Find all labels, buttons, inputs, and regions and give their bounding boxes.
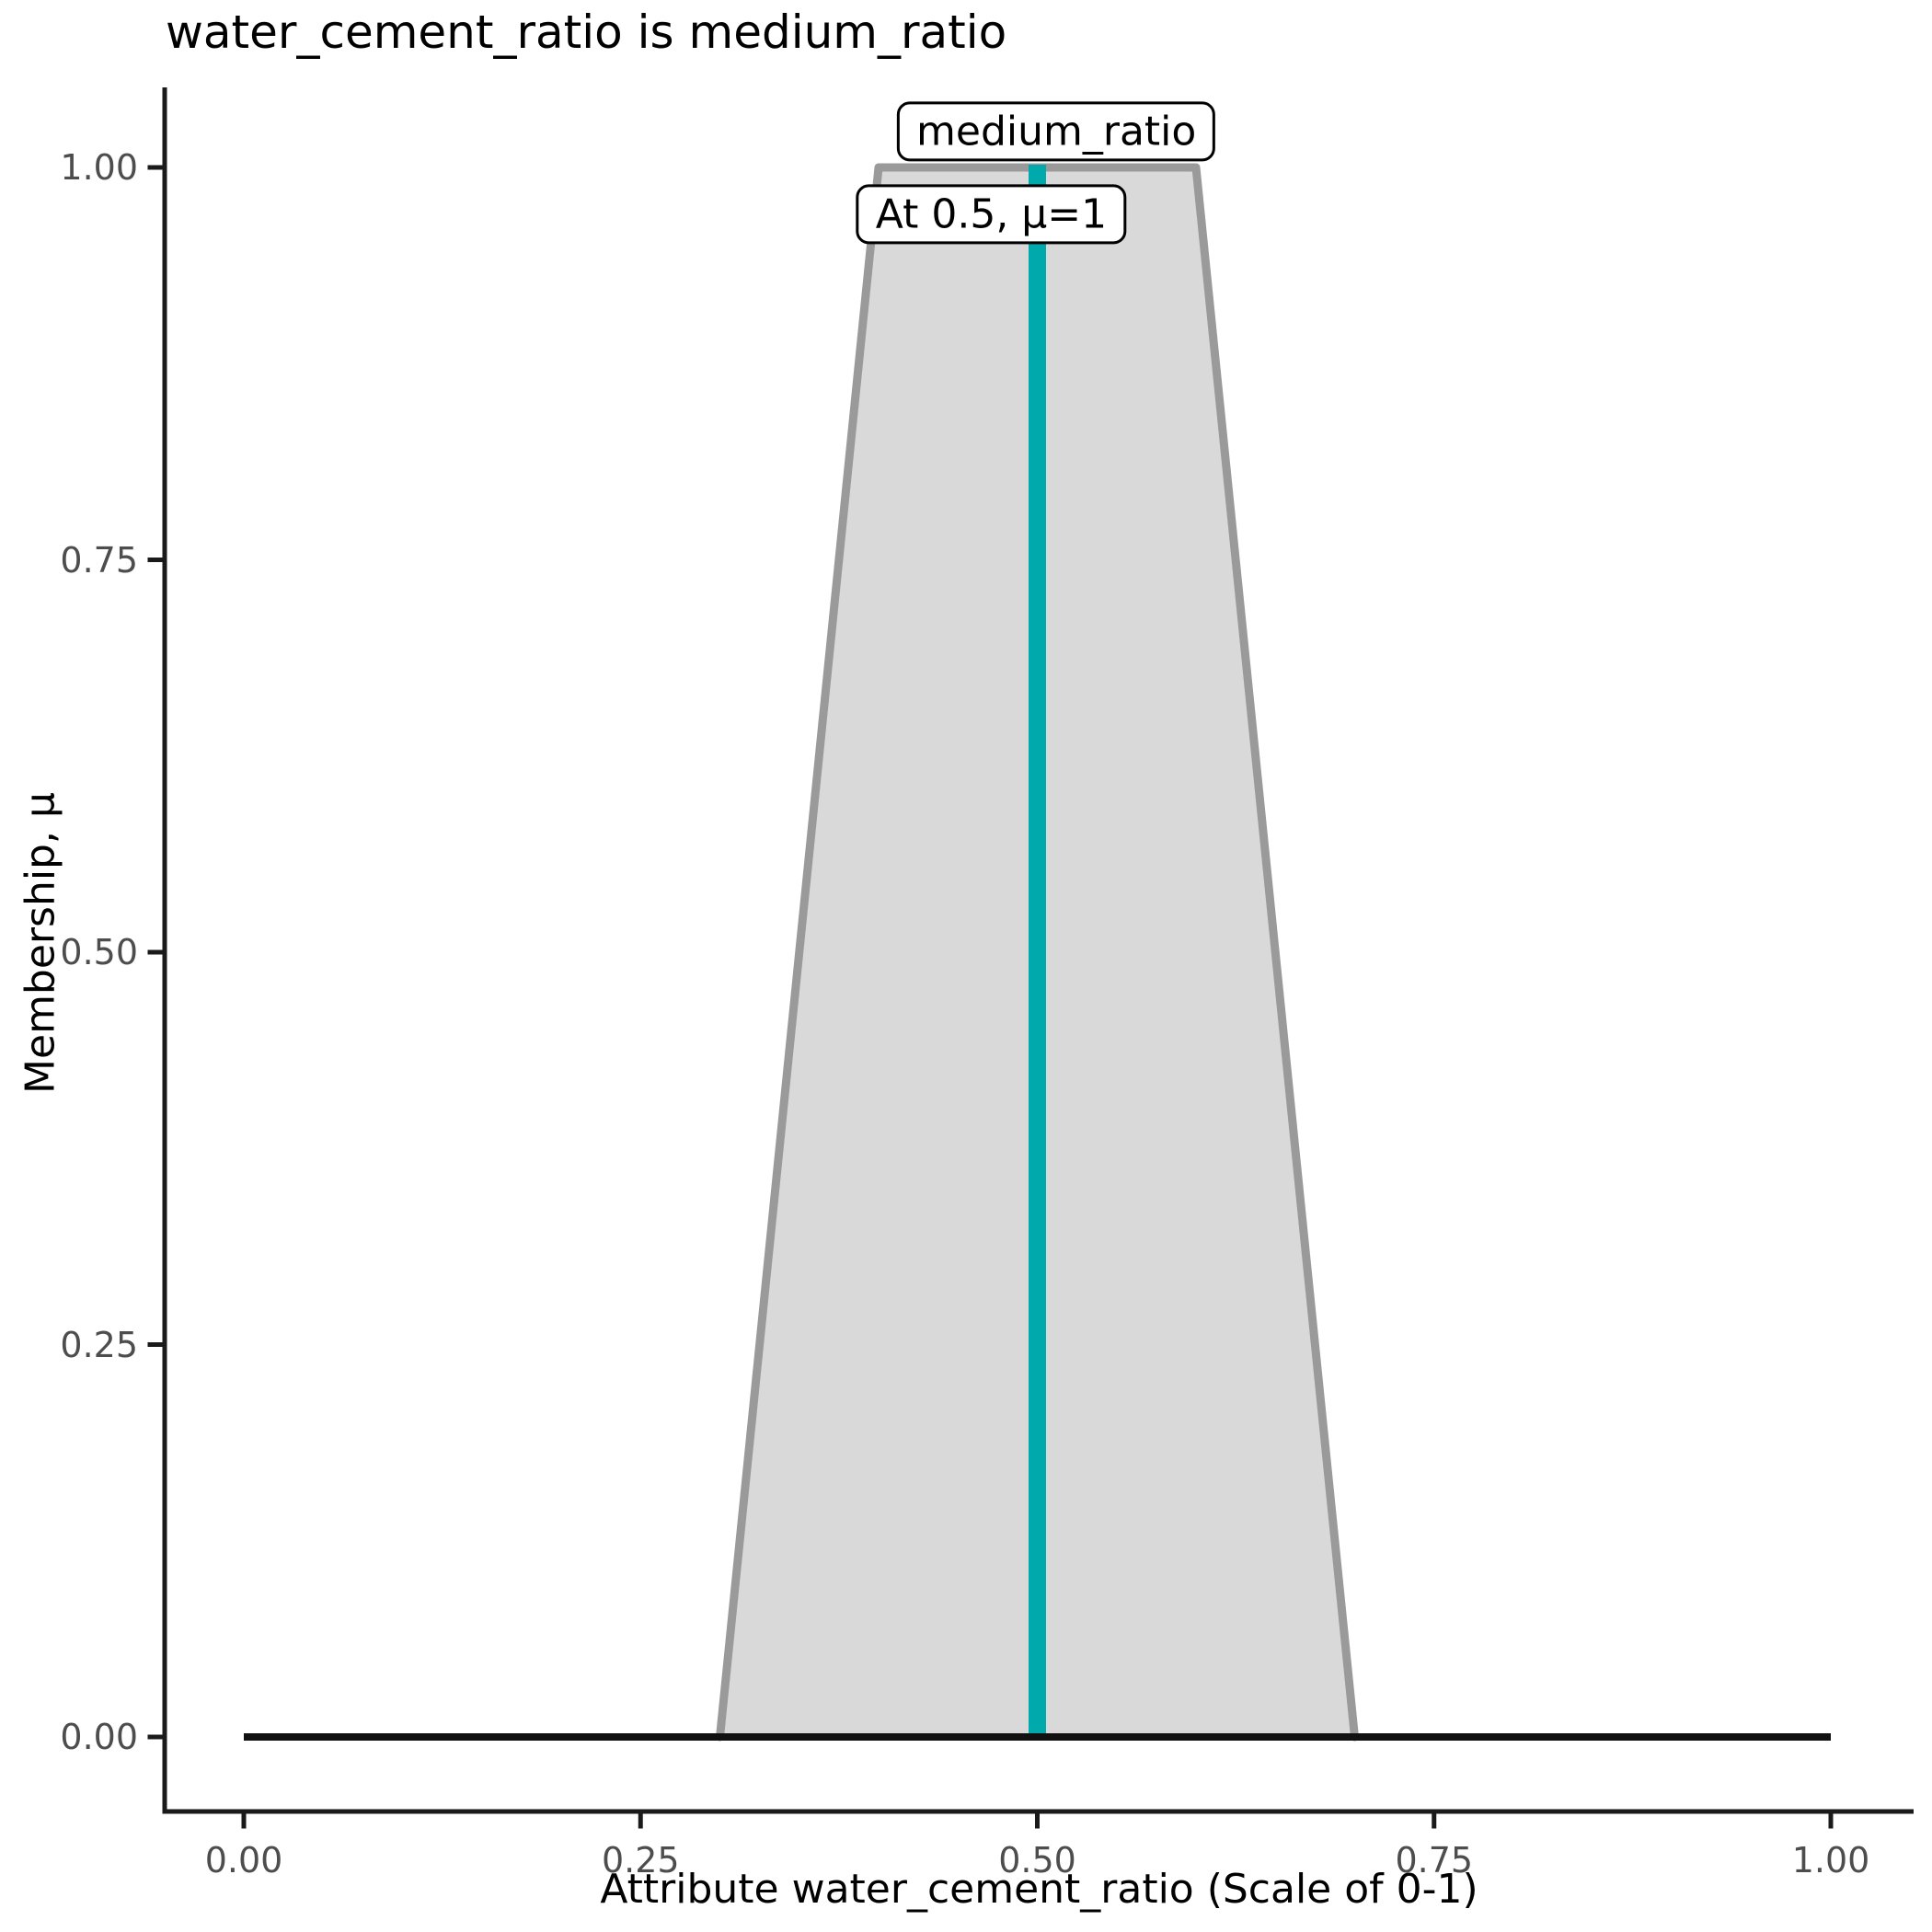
y-tick-label: 1.00 [60, 147, 138, 188]
x-tick-label: 1.00 [1791, 1840, 1870, 1880]
x-tick-label: 0.25 [601, 1840, 680, 1880]
x-axis-title: Attribute water_cement_ratio (Scale of 0… [600, 1866, 1478, 1913]
x-tick-label: 0.00 [204, 1840, 283, 1880]
x-tick-label: 0.50 [998, 1840, 1076, 1880]
y-tick-label: 0.25 [60, 1324, 138, 1365]
y-tick-label: 0.00 [60, 1717, 138, 1757]
x-tick-label: 0.75 [1395, 1840, 1474, 1880]
y-tick-label: 0.75 [60, 539, 138, 581]
chart-title: water_cement_ratio is medium_ratio [166, 6, 1007, 59]
annotation-box-set-name: medium_ratio [897, 101, 1216, 162]
series-layer [244, 163, 1831, 1742]
axis-layer [147, 87, 1914, 1829]
annotation-box-query-readout: At 0.5, μ=1 [856, 184, 1127, 245]
y-tick-label: 0.50 [60, 932, 138, 972]
